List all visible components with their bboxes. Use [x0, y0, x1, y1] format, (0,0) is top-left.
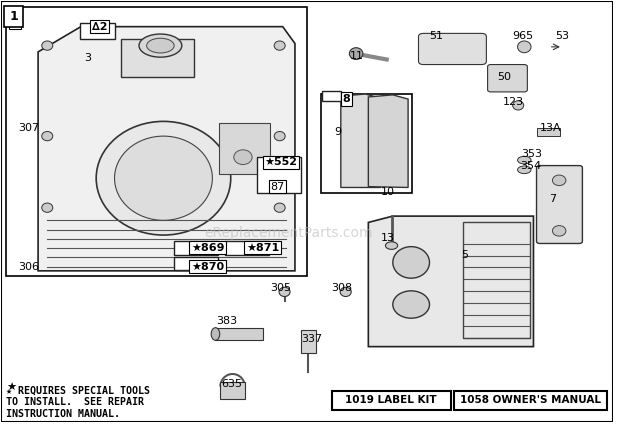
Ellipse shape [115, 136, 213, 220]
Text: 306: 306 [19, 262, 40, 273]
Bar [257, 157, 301, 193]
Text: 11: 11 [350, 51, 364, 61]
Text: 354: 354 [520, 161, 541, 172]
Text: 51: 51 [430, 31, 443, 41]
Ellipse shape [386, 242, 397, 250]
Bar [322, 91, 341, 101]
Bar [321, 94, 412, 193]
Text: 1019 LABEL KIT: 1019 LABEL KIT [345, 395, 437, 405]
Bar [463, 223, 531, 338]
Bar [215, 328, 263, 340]
Polygon shape [368, 216, 533, 347]
Text: 5: 5 [461, 250, 468, 260]
Text: 50: 50 [497, 72, 511, 82]
Bar [332, 391, 451, 410]
Text: 1058 OWNER'S MANUAL: 1058 OWNER'S MANUAL [460, 395, 601, 405]
Text: 353: 353 [521, 149, 542, 159]
Ellipse shape [274, 41, 285, 50]
Bar [218, 124, 270, 174]
Bar [174, 241, 218, 255]
Bar [220, 382, 245, 399]
Text: ★ REQUIRES SPECIAL TOOLS
TO INSTALL.  SEE REPAIR
INSTRUCTION MANUAL.: ★ REQUIRES SPECIAL TOOLS TO INSTALL. SEE… [6, 385, 150, 419]
Text: ★869: ★869 [191, 243, 224, 253]
Text: 7: 7 [549, 194, 556, 204]
Text: ★871: ★871 [246, 243, 279, 253]
Ellipse shape [42, 203, 53, 212]
Text: 635: 635 [221, 379, 242, 389]
Text: ★552: ★552 [264, 157, 298, 167]
Bar [6, 7, 307, 276]
Ellipse shape [518, 166, 531, 174]
Polygon shape [368, 95, 408, 187]
Bar [80, 23, 115, 39]
Bar [454, 391, 607, 410]
Text: 965: 965 [512, 31, 533, 41]
Ellipse shape [552, 175, 566, 186]
Ellipse shape [211, 328, 219, 340]
Bar [536, 128, 560, 136]
Ellipse shape [518, 156, 531, 164]
Ellipse shape [518, 41, 531, 53]
Polygon shape [38, 27, 295, 271]
Bar [121, 39, 194, 77]
Text: 1: 1 [11, 14, 19, 27]
Text: ★: ★ [6, 383, 17, 393]
FancyBboxPatch shape [536, 166, 582, 244]
Text: 123: 123 [503, 98, 524, 107]
Ellipse shape [279, 287, 290, 297]
Ellipse shape [42, 131, 53, 141]
Text: ∆2: ∆2 [92, 22, 107, 32]
Text: 13A: 13A [539, 123, 561, 133]
Bar [301, 330, 316, 353]
Text: ★870: ★870 [191, 262, 224, 272]
Ellipse shape [234, 150, 252, 164]
FancyBboxPatch shape [487, 65, 528, 92]
Bar [4, 6, 23, 27]
Text: 53: 53 [555, 31, 569, 41]
Text: 305: 305 [270, 282, 291, 293]
Polygon shape [341, 94, 381, 187]
Text: 10: 10 [381, 187, 394, 197]
Bar [224, 241, 268, 255]
Ellipse shape [513, 101, 524, 110]
Ellipse shape [42, 41, 53, 50]
Ellipse shape [340, 287, 351, 297]
Text: 87: 87 [270, 181, 285, 192]
Text: 337: 337 [301, 334, 322, 344]
Ellipse shape [274, 203, 285, 212]
Ellipse shape [393, 247, 430, 278]
Text: 13: 13 [381, 233, 394, 243]
Bar [536, 184, 544, 237]
Text: 3: 3 [84, 53, 92, 63]
Ellipse shape [139, 34, 182, 57]
FancyBboxPatch shape [418, 33, 486, 65]
Text: 9: 9 [335, 127, 342, 137]
Text: eReplacementParts.com: eReplacementParts.com [205, 226, 373, 240]
Ellipse shape [96, 122, 231, 235]
Ellipse shape [147, 38, 174, 53]
Bar [174, 256, 218, 270]
Text: 308: 308 [332, 282, 353, 293]
Ellipse shape [350, 48, 363, 59]
Text: 383: 383 [216, 316, 238, 327]
Text: 307: 307 [19, 123, 40, 133]
Ellipse shape [552, 226, 566, 236]
Text: 1: 1 [9, 10, 18, 23]
Text: 8: 8 [343, 94, 350, 104]
Ellipse shape [393, 291, 430, 318]
Ellipse shape [274, 131, 285, 141]
